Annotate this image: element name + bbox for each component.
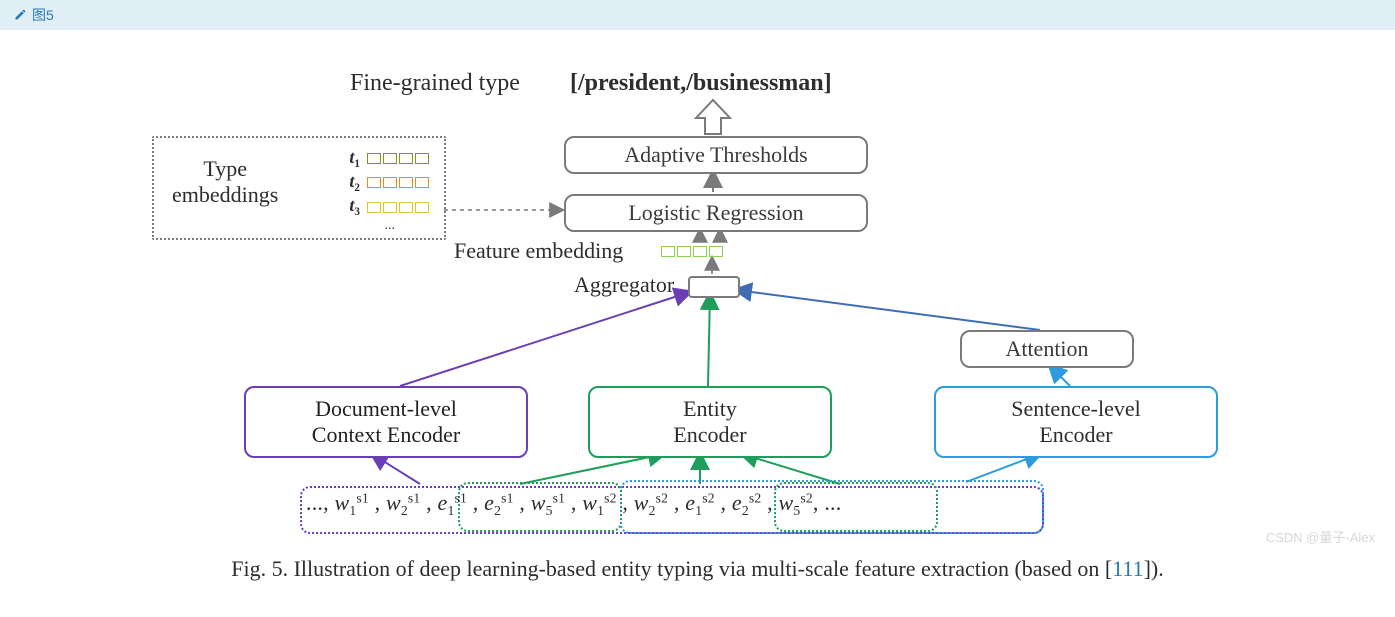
connector-arrow xyxy=(1050,366,1070,386)
token-sequence: ..., w1s1 , w2s1 , e1s1 , e2s1 , w5s1 , … xyxy=(306,490,1036,519)
connector-arrow xyxy=(372,454,420,484)
logistic-regression-box: Logistic Regression xyxy=(564,194,868,232)
edit-icon xyxy=(14,9,26,21)
type-embedding-row: t1 xyxy=(349,147,430,170)
connector-arrow xyxy=(736,290,1040,330)
attention-box: Attention xyxy=(960,330,1134,368)
adaptive-thresholds-label: Adaptive Thresholds xyxy=(566,142,866,168)
entity-encoder-box: EntityEncoder xyxy=(588,386,832,458)
watermark: CSDN @量子-Alex xyxy=(1266,527,1375,546)
figure-caption: Fig. 5. Illustration of deep learning-ba… xyxy=(0,550,1395,582)
feature-embedding-cells xyxy=(660,244,724,262)
type-embedding-row: t2 xyxy=(349,171,430,194)
fine-grained-label: Fine-grained type xyxy=(350,70,520,97)
attention-label: Attention xyxy=(962,336,1132,362)
figure-header[interactable]: 图5 xyxy=(0,0,1395,30)
figure-header-label: 图5 xyxy=(32,5,54,25)
sentence-encoder-box: Sentence-levelEncoder xyxy=(934,386,1218,458)
connector-arrow xyxy=(966,454,1040,482)
fine-grained-value: [/president,/businessman] xyxy=(570,70,832,97)
figure-canvas: Fine-grained type [/president,/businessm… xyxy=(0,30,1395,550)
adaptive-thresholds-box: Adaptive Thresholds xyxy=(564,136,868,174)
connector-arrow xyxy=(400,292,690,386)
type-embeddings-title: Type embeddings xyxy=(172,156,278,209)
aggregator-label: Aggregator xyxy=(574,272,674,298)
logistic-regression-label: Logistic Regression xyxy=(566,200,866,226)
aggregator-box xyxy=(688,276,740,298)
feature-embedding-label: Feature embedding xyxy=(454,238,623,264)
connector-arrow xyxy=(708,294,710,386)
open-arrow-icon xyxy=(696,100,730,134)
type-embedding-row: t3 xyxy=(349,195,430,218)
type-embeddings-box: Type embeddings t1t2t3... xyxy=(152,136,446,240)
type-embeddings-rows: t1t2t3... xyxy=(349,146,430,234)
document-encoder-box: Document-levelContext Encoder xyxy=(244,386,528,458)
citation-ref[interactable]: 111 xyxy=(1112,556,1143,581)
